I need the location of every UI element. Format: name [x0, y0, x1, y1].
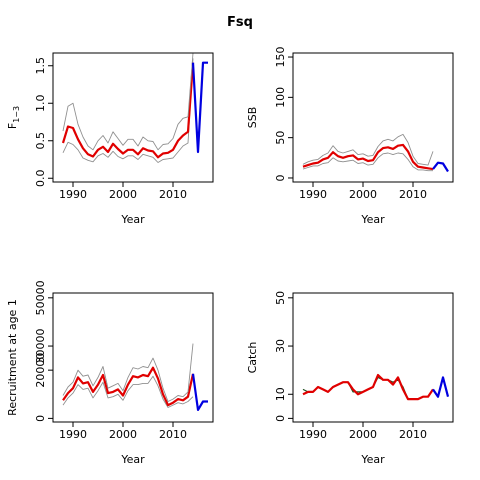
f-panel: 1990 2000 2010 0.0 0.5 1.0 1.5 Year F1−3	[6, 52, 214, 226]
catch-panel-estimate-line	[302, 373, 434, 401]
recruitment-panel-frame	[52, 292, 214, 423]
ssb-panel-xlabel: Year	[360, 213, 385, 226]
recruitment-panel-lower-line	[62, 375, 194, 408]
ssb-panel-ytick-label: 100	[274, 87, 287, 108]
f-panel-xtick-label: 1990	[59, 188, 87, 201]
recruitment-panel-upper-line	[62, 343, 194, 402]
ssb-panel-ylabel: SSB	[246, 107, 259, 129]
f-panel-upper-line	[62, 52, 194, 151]
ssb-panel-estimate-line	[302, 143, 434, 171]
ssb-panel-xtick-label: 1990	[299, 188, 327, 201]
catch-panel: 1990 2000 2010 0 10 30 50 Year Catch	[246, 291, 454, 466]
recruitment-panel-xtick-label: 2000	[109, 428, 137, 441]
recruitment-panel-estimate-line	[62, 366, 195, 407]
f-panel-ytick-label: 1.5	[34, 57, 47, 75]
f-panel-projection-line	[191, 61, 208, 154]
ssb-panel-xtick-label: 2010	[399, 188, 427, 201]
catch-panel-ytick-label: 30	[274, 339, 287, 353]
recruitment-panel-ytick-label: 20000	[34, 353, 47, 388]
figure-title: Fsq	[227, 15, 253, 30]
recruitment-panel-ylabel: Recruitment at age 1	[6, 299, 19, 416]
f-panel-lower-line	[62, 58, 194, 163]
f-panel-ylabel: F1−3	[6, 106, 21, 129]
recruitment-panel-xtick-label: 1990	[59, 428, 87, 441]
catch-panel-frame	[292, 292, 454, 423]
catch-panel-ytick-label: 50	[274, 291, 287, 305]
ssb-panel: 1990 2000 2010 0 50 100 150 Year SSB	[246, 47, 454, 226]
ssb-panel-projection-line	[432, 161, 449, 173]
catch-panel-xtick-label: 2000	[349, 428, 377, 441]
catch-panel-xtick-label: 1990	[299, 428, 327, 441]
f-panel-frame	[52, 52, 214, 183]
ssb-panel-ytick-label: 50	[274, 131, 287, 145]
f-panel-xtick-label: 2000	[109, 188, 137, 201]
recruitment-panel-ytick-label: 50000	[34, 280, 47, 315]
catch-panel-ytick-label: 0	[274, 415, 287, 422]
f-panel-estimate-line	[61, 62, 195, 159]
ssb-panel-ytick-label: 150	[274, 47, 287, 68]
f-panel-ylabel-sub: 1−3	[12, 106, 21, 123]
ssb-panel-upper-line	[302, 133, 434, 166]
catch-panel-projection-line	[432, 376, 450, 398]
ssb-panel-ytick-label: 0	[274, 174, 287, 181]
recruitment-panel-xlabel: Year	[120, 453, 145, 466]
catch-panel-xtick-label: 2010	[399, 428, 427, 441]
recruitment-panel-xtick-label: 2010	[159, 428, 187, 441]
f-panel-ytick-label: 1.0	[34, 95, 47, 113]
f-panel-xlabel: Year	[120, 213, 145, 226]
ssb-panel-frame	[292, 52, 454, 183]
f-panel-ytick-label: 0.5	[34, 132, 47, 150]
ssb-panel-xtick-label: 2000	[349, 188, 377, 201]
catch-panel-xlabel: Year	[360, 453, 385, 466]
catch-panel-ylabel: Catch	[246, 342, 259, 374]
f-panel-ylabel-main: F	[6, 123, 19, 129]
f-panel-ytick-label: 0.0	[34, 170, 47, 188]
catch-panel-ytick-label: 10	[274, 387, 287, 401]
f-panel-xtick-label: 2010	[159, 188, 187, 201]
recruitment-panel-ytick-label: 0	[34, 415, 47, 422]
recruitment-panel-projection-line	[191, 373, 208, 411]
recruitment-panel-ytick-label: 30000	[34, 329, 47, 364]
ssb-panel-lower-line	[302, 152, 433, 172]
